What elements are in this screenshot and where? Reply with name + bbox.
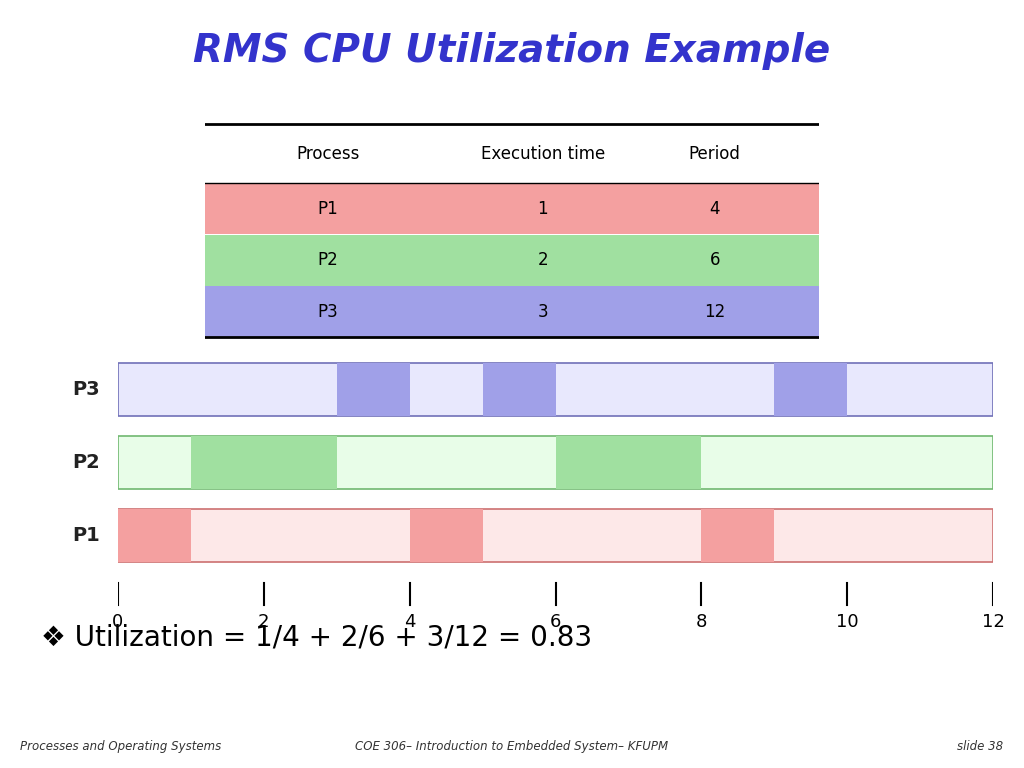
Text: P1: P1 [72,526,99,545]
Text: RMS CPU Utilization Example: RMS CPU Utilization Example [194,31,830,70]
Text: 3: 3 [538,303,548,320]
Bar [118,363,993,416]
Text: 6: 6 [710,251,720,270]
Bar [337,363,410,416]
Bar [118,436,993,489]
Text: 6: 6 [550,613,561,631]
Bar [482,363,555,416]
Text: 4: 4 [403,613,416,631]
Text: 8: 8 [695,613,708,631]
Text: slide 38: slide 38 [957,740,1004,753]
Bar [118,509,993,562]
Text: Process: Process [296,144,359,163]
Text: Period: Period [689,144,740,163]
Text: P2: P2 [317,251,338,270]
Text: 0: 0 [113,613,123,631]
Text: 1: 1 [538,200,548,218]
Text: P1: P1 [317,200,338,218]
Text: 2: 2 [258,613,269,631]
Text: Processes and Operating Systems: Processes and Operating Systems [20,740,222,753]
Text: P3: P3 [72,380,99,399]
Text: 12: 12 [982,613,1005,631]
Text: 12: 12 [705,303,725,320]
Bar [205,286,819,337]
Text: 4: 4 [710,200,720,218]
Bar [774,363,848,416]
Bar [701,509,774,562]
Text: COE 306– Introduction to Embedded System– KFUPM: COE 306– Introduction to Embedded System… [355,740,669,753]
Text: 2: 2 [538,251,548,270]
Text: P2: P2 [72,453,99,472]
Text: Execution time: Execution time [480,144,605,163]
Bar [205,234,819,286]
Bar [118,509,190,562]
Text: 10: 10 [836,613,859,631]
Bar [410,509,482,562]
Bar [205,183,819,234]
Text: P3: P3 [317,303,338,320]
Text: ❖ Utilization = 1/4 + 2/6 + 3/12 = 0.83: ❖ Utilization = 1/4 + 2/6 + 3/12 = 0.83 [41,624,592,651]
Bar [190,436,337,489]
Bar [555,436,701,489]
